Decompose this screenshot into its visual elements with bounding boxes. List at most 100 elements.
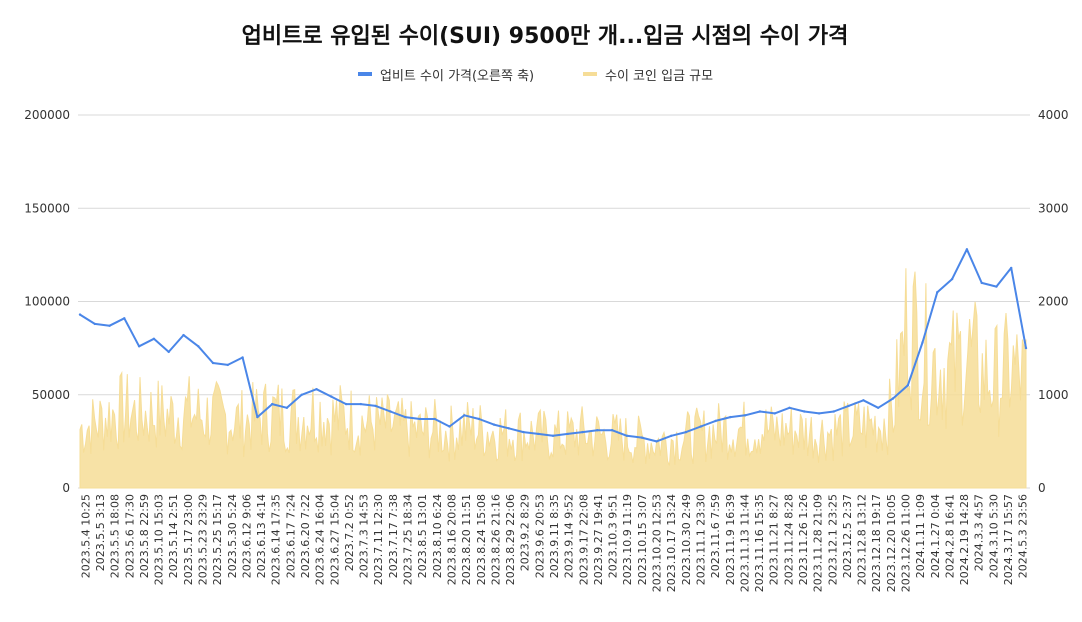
x-tick-label: 2023.10.30 2:49 [680,494,693,585]
x-tick-label: 2023.5.6 17:30 [123,494,136,578]
x-tick-label: 2023.12.18 19:17 [870,494,883,592]
price-point [640,436,643,439]
x-tick-label: 2023.6.27 15:04 [328,494,341,585]
price-point [670,434,673,437]
x-tick-label: 2023.7.11 12:30 [372,494,385,585]
right-axis: 0 1000 2000 3000 4000 [1038,108,1069,495]
x-tick-label: 2023.7.3 14:53 [358,494,371,578]
price-point [950,277,954,281]
price-point [507,427,510,430]
price-point [803,410,806,413]
price-point [522,430,525,434]
price-point [241,356,244,359]
price-point [758,410,762,413]
x-tick-label: 2024.3.3 4:57 [973,494,986,571]
x-tick-label: 2023.11.9 16:39 [724,494,737,585]
price-point [359,402,362,406]
price-point [182,333,185,337]
price-point [211,361,215,365]
price-point [463,414,466,417]
left-tick-label: 150000 [24,201,70,215]
x-tick-label: 2023.12.5 2:37 [841,494,854,578]
price-point [699,425,702,428]
x-tick-label: 2023.6.13 4:14 [255,494,268,578]
price-point [448,425,451,428]
price-point [108,324,111,327]
x-tick-label: 2023.11.28 21:09 [812,494,825,592]
x-tick-label: 2023.9.2 8:29 [519,494,532,571]
x-tick-label: 2023.6.14 17:35 [270,494,283,585]
price-point [936,291,939,294]
x-tick-label: 2023.5.5 3:13 [94,494,107,571]
x-tick-label: 2023.9.17 22:08 [577,494,590,585]
price-point [167,350,170,354]
x-tick-label: 2023.6.17 7:24 [284,494,297,578]
x-tick-label: 2023.8.10 6:24 [431,494,444,578]
price-point [995,285,998,288]
price-point [285,406,289,409]
x-tick-label: 2023.8.24 15:08 [475,494,488,585]
price-point [596,429,599,432]
legend-label-price: 업비트 수이 가격(오른쪽 축) [380,69,534,84]
x-tick-label: 2023.11.13 11:44 [738,494,751,592]
price-point [1024,346,1028,350]
x-tick-label: 2023.12.1 23:25 [826,494,839,585]
price-point [566,432,569,436]
price-point [744,414,747,417]
price-point [123,317,126,320]
price-point [256,415,259,419]
x-tick-label: 2023.11.24 8:28 [782,494,795,585]
x-tick-label: 2023.9.6 20:53 [533,494,546,578]
x-tick-label: 2023.10.3 9:51 [607,494,620,578]
legend-label-deposit: 수이 코인 입금 규모 [605,69,713,84]
price-point [581,430,584,434]
x-tick-label: 2024.3.10 5:30 [987,494,1000,578]
x-tick-label: 2023.10.20 12:53 [651,494,664,592]
price-point [891,397,895,400]
x-tick-label: 2024.5.3 23:56 [1017,494,1030,578]
price-point [625,434,629,437]
x-tick-label: 2024.2.19 14:28 [958,494,971,585]
x-tick-label: 2023.8.26 21:16 [489,494,502,585]
x-tick-label: 2023.6.12 9:06 [240,494,253,578]
x-tick-label: 2023.5.4 10:25 [79,494,92,578]
x-tick-label: 2023.11.26 1:26 [797,494,810,585]
left-axis: 0 50000 100000 150000 200000 [24,108,70,495]
x-tick-label: 2023.8.5 13:01 [416,494,429,578]
price-series [78,248,1028,443]
right-tick-label: 2000 [1038,295,1069,309]
price-point [344,402,348,406]
price-point [315,388,318,391]
right-tick-label: 4000 [1038,108,1069,122]
price-point [684,430,688,434]
price-point [655,440,658,443]
price-point [906,384,909,387]
price-point [610,429,614,432]
x-tick-label: 2023.5.8 22:59 [138,494,151,578]
price-point [537,432,540,436]
x-tick-label: 2023.5.10 15:03 [153,494,166,585]
x-tick-label: 2023.10.9 11:19 [621,494,634,585]
right-tick-label: 1000 [1038,388,1069,402]
price-point [729,415,732,419]
price-point [389,410,392,413]
x-tick-label: 2023.6.24 16:04 [314,494,327,585]
x-tick-label: 2023.5.23 23:29 [196,494,209,585]
price-point [78,313,82,316]
x-tick-label: 2023.9.27 19:41 [592,494,605,585]
price-point [980,281,983,285]
price-point [773,412,776,415]
price-point [847,404,850,408]
legend-swatch-deposit [583,72,597,76]
price-point [374,404,377,408]
price-point [330,395,333,398]
price-point [714,419,717,423]
right-tick-label: 0 [1038,481,1046,495]
x-tick-label: 2023.6.20 7:22 [299,494,312,578]
x-tick-label: 2023.9.14 9:52 [563,494,576,578]
x-tick-label: 2023.11.1 23:30 [694,494,707,585]
x-tick-label: 2023.5.14 2:51 [167,494,180,578]
x-tick-label: 2023.11.16 15:35 [753,494,766,592]
price-point [137,345,141,348]
price-point [921,341,924,344]
